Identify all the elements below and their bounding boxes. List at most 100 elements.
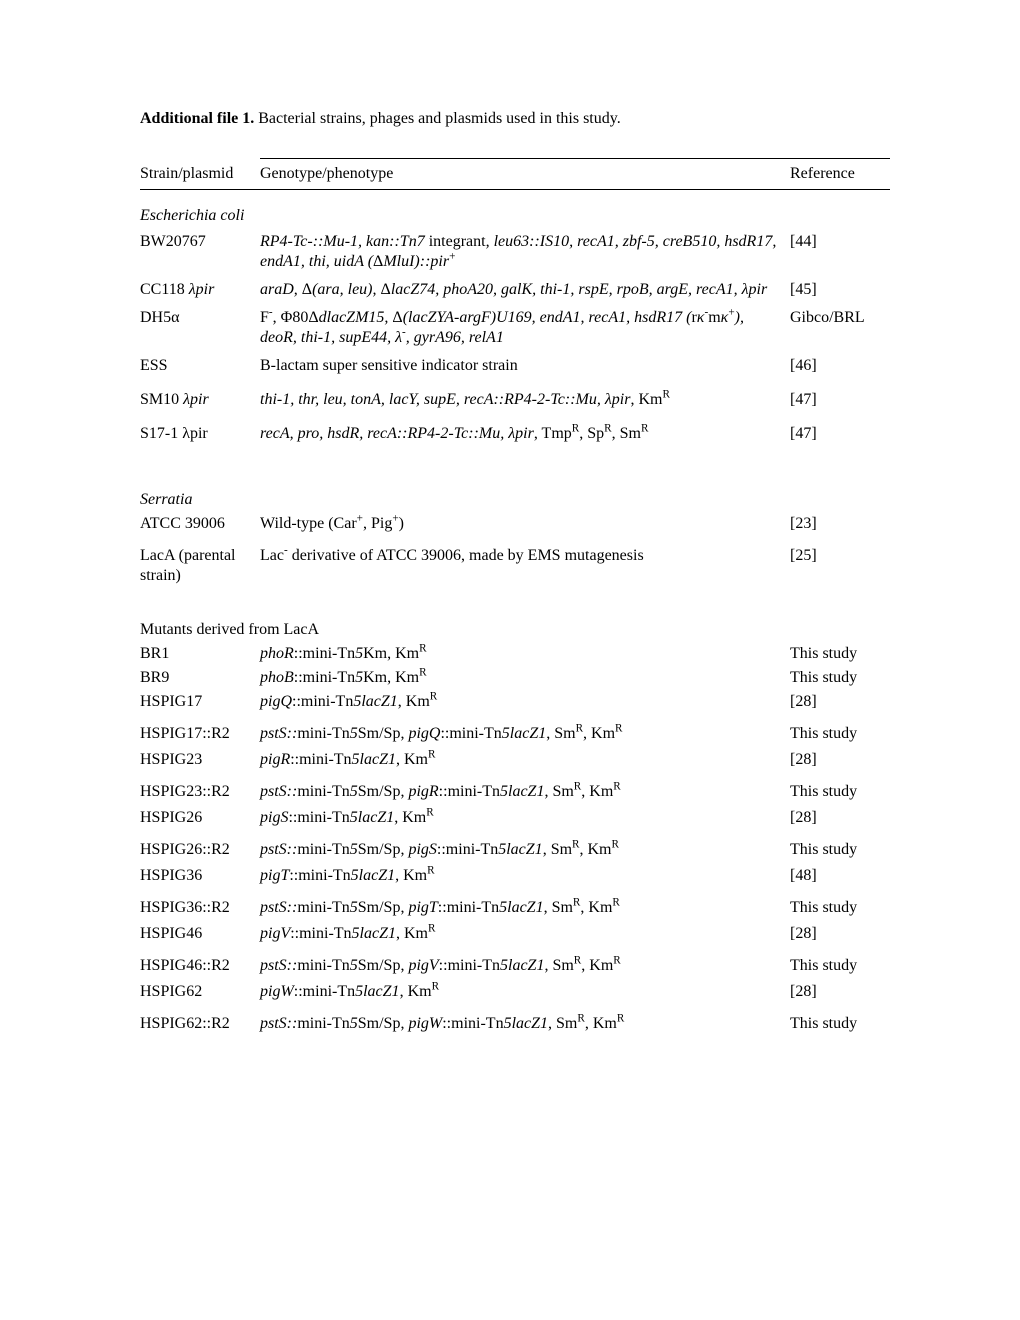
strain-genotype: pigS::mini-Tn5lacZ1, KmR [260, 806, 790, 830]
table-row: HSPIG26::R2 pstS::mini-Tn5Sm/Sp, pigS::m… [140, 830, 890, 864]
strain-ref: [28] [790, 690, 890, 714]
header-genotype: Genotype/phenotype [260, 159, 790, 190]
table-row: BW20767 RP4-Tc-::Mu-1, kan::Tn7 integran… [140, 228, 890, 276]
strain-genotype: Wild-type (Car+, Pig+) [260, 512, 790, 536]
table-row: HSPIG26 pigS::mini-Tn5lacZ1, KmR [28] [140, 806, 890, 830]
strain-ref: This study [790, 888, 890, 922]
strain-ref: [46] [790, 352, 890, 380]
strains-table: Strain/plasmid Genotype/phenotype Refere… [140, 158, 890, 1038]
section-mutants: Mutants derived from LacA [140, 590, 890, 642]
table-row: HSPIG46 pigV::mini-Tn5lacZ1, KmR [28] [140, 922, 890, 946]
strain-genotype: pigR::mini-Tn5lacZ1, KmR [260, 748, 790, 772]
table-row: BR9 phoB::mini-Tn5Km, KmR This study [140, 666, 890, 690]
table-row: HSPIG36 pigT::mini-Tn5lacZ1, KmR [48] [140, 864, 890, 888]
strain-ref: This study [790, 1004, 890, 1038]
strain-genotype: pstS::mini-Tn5Sm/Sp, pigQ::mini-Tn5lacZ1… [260, 714, 790, 748]
strain-genotype: pigT::mini-Tn5lacZ1, KmR [260, 864, 790, 888]
section-serratia-label: Serratia [140, 448, 890, 512]
strain-name: HSPIG36::R2 [140, 888, 260, 922]
table-row: HSPIG46::R2 pstS::mini-Tn5Sm/Sp, pigV::m… [140, 946, 890, 980]
strain-ref: This study [790, 946, 890, 980]
table-row: S17-1 λpir recA, pro, hsdR, recA::RP4-2-… [140, 414, 890, 448]
strain-ref: [47] [790, 414, 890, 448]
strain-ref: This study [790, 714, 890, 748]
strain-ref: [45] [790, 276, 890, 304]
table-row: DH5α F-, Φ80ΔdlacZM15, Δ(lacZYA-argF)U16… [140, 304, 890, 352]
table-row: HSPIG17 pigQ::mini-Tn5lacZ1, KmR [28] [140, 690, 890, 714]
strain-name: ESS [140, 352, 260, 380]
strain-name: CC118 λpir [140, 276, 260, 304]
strain-name: HSPIG17::R2 [140, 714, 260, 748]
strain-ref: This study [790, 666, 890, 690]
strain-ref: [23] [790, 512, 890, 536]
page-title: Additional file 1. Bacterial strains, ph… [140, 110, 890, 128]
strain-genotype: phoR::mini-Tn5Km, KmR [260, 642, 790, 666]
strain-ref: [48] [790, 864, 890, 888]
strain-ref: [25] [790, 536, 890, 590]
table-header-row: Strain/plasmid Genotype/phenotype Refere… [140, 159, 890, 190]
section-ecoli-label: Escherichia coli [140, 190, 890, 229]
strain-ref: [28] [790, 922, 890, 946]
strain-ref: This study [790, 642, 890, 666]
strain-ref: [28] [790, 748, 890, 772]
strain-ref: This study [790, 772, 890, 806]
strain-name: HSPIG23 [140, 748, 260, 772]
strain-genotype: pstS::mini-Tn5Sm/Sp, pigT::mini-Tn5lacZ1… [260, 888, 790, 922]
strain-name: BR9 [140, 666, 260, 690]
strain-genotype: F-, Φ80ΔdlacZM15, Δ(lacZYA-argF)U169, en… [260, 304, 790, 352]
table-row: HSPIG17::R2 pstS::mini-Tn5Sm/Sp, pigQ::m… [140, 714, 890, 748]
strain-genotype: pstS::mini-Tn5Sm/Sp, pigR::mini-Tn5lacZ1… [260, 772, 790, 806]
header-strain: Strain/plasmid [140, 159, 260, 190]
table-row: SM10 λpir thi-1, thr, leu, tonA, lacY, s… [140, 380, 890, 414]
strain-name: ATCC 39006 [140, 512, 260, 536]
strain-ref: This study [790, 830, 890, 864]
strain-name: HSPIG46 [140, 922, 260, 946]
strain-genotype: Lac- derivative of ATCC 39006, made by E… [260, 536, 790, 590]
strain-name: HSPIG23::R2 [140, 772, 260, 806]
table-row: CC118 λpir araD, Δ(ara, leu), ΔlacZ74, p… [140, 276, 890, 304]
section-mutants-label: Mutants derived from LacA [140, 590, 890, 642]
strain-ref: [28] [790, 806, 890, 830]
strain-genotype: phoB::mini-Tn5Km, KmR [260, 666, 790, 690]
table-row: ESS B-lactam super sensitive indicator s… [140, 352, 890, 380]
strain-genotype: RP4-Tc-::Mu-1, kan::Tn7 integrant, leu63… [260, 228, 790, 276]
title-rest: Bacterial strains, phages and plasmids u… [254, 110, 620, 127]
table-row: ATCC 39006 Wild-type (Car+, Pig+) [23] [140, 512, 890, 536]
strain-genotype: pigV::mini-Tn5lacZ1, KmR [260, 922, 790, 946]
table-row: HSPIG62::R2 pstS::mini-Tn5Sm/Sp, pigW::m… [140, 1004, 890, 1038]
strain-genotype: pstS::mini-Tn5Sm/Sp, pigS::mini-Tn5lacZ1… [260, 830, 790, 864]
strain-name: HSPIG26 [140, 806, 260, 830]
strain-genotype: araD, Δ(ara, leu), ΔlacZ74, phoA20, galK… [260, 276, 790, 304]
table-row: BR1 phoR::mini-Tn5Km, KmR This study [140, 642, 890, 666]
strain-genotype: thi-1, thr, leu, tonA, lacY, supE, recA:… [260, 380, 790, 414]
strain-name: S17-1 λpir [140, 414, 260, 448]
table-row: HSPIG23::R2 pstS::mini-Tn5Sm/Sp, pigR::m… [140, 772, 890, 806]
strain-name: HSPIG36 [140, 864, 260, 888]
strain-name: BW20767 [140, 228, 260, 276]
strain-ref: [28] [790, 980, 890, 1004]
strain-name: HSPIG17 [140, 690, 260, 714]
strain-genotype: pstS::mini-Tn5Sm/Sp, pigV::mini-Tn5lacZ1… [260, 946, 790, 980]
strain-genotype: recA, pro, hsdR, recA::RP4-2-Tc::Mu, λpi… [260, 414, 790, 448]
page: Additional file 1. Bacterial strains, ph… [0, 0, 1020, 1320]
strain-name: BR1 [140, 642, 260, 666]
header-reference: Reference [790, 159, 890, 190]
strain-genotype: pstS::mini-Tn5Sm/Sp, pigW::mini-Tn5lacZ1… [260, 1004, 790, 1038]
strain-ref: Gibco/BRL [790, 304, 890, 352]
title-bold: Additional file 1. [140, 110, 254, 127]
strain-ref: [44] [790, 228, 890, 276]
table-row: HSPIG36::R2 pstS::mini-Tn5Sm/Sp, pigT::m… [140, 888, 890, 922]
strain-genotype: pigW::mini-Tn5lacZ1, KmR [260, 980, 790, 1004]
strain-name: HSPIG62::R2 [140, 1004, 260, 1038]
strain-name: LacA (parental strain) [140, 536, 260, 590]
strain-name: SM10 λpir [140, 380, 260, 414]
strain-name: HSPIG62 [140, 980, 260, 1004]
section-ecoli: Escherichia coli [140, 190, 890, 229]
strain-genotype: pigQ::mini-Tn5lacZ1, KmR [260, 690, 790, 714]
strain-name: HSPIG26::R2 [140, 830, 260, 864]
table-row: HSPIG23 pigR::mini-Tn5lacZ1, KmR [28] [140, 748, 890, 772]
table-row: LacA (parental strain) Lac- derivative o… [140, 536, 890, 590]
strain-name: DH5α [140, 304, 260, 352]
table-row: HSPIG62 pigW::mini-Tn5lacZ1, KmR [28] [140, 980, 890, 1004]
strain-genotype: B-lactam super sensitive indicator strai… [260, 352, 790, 380]
